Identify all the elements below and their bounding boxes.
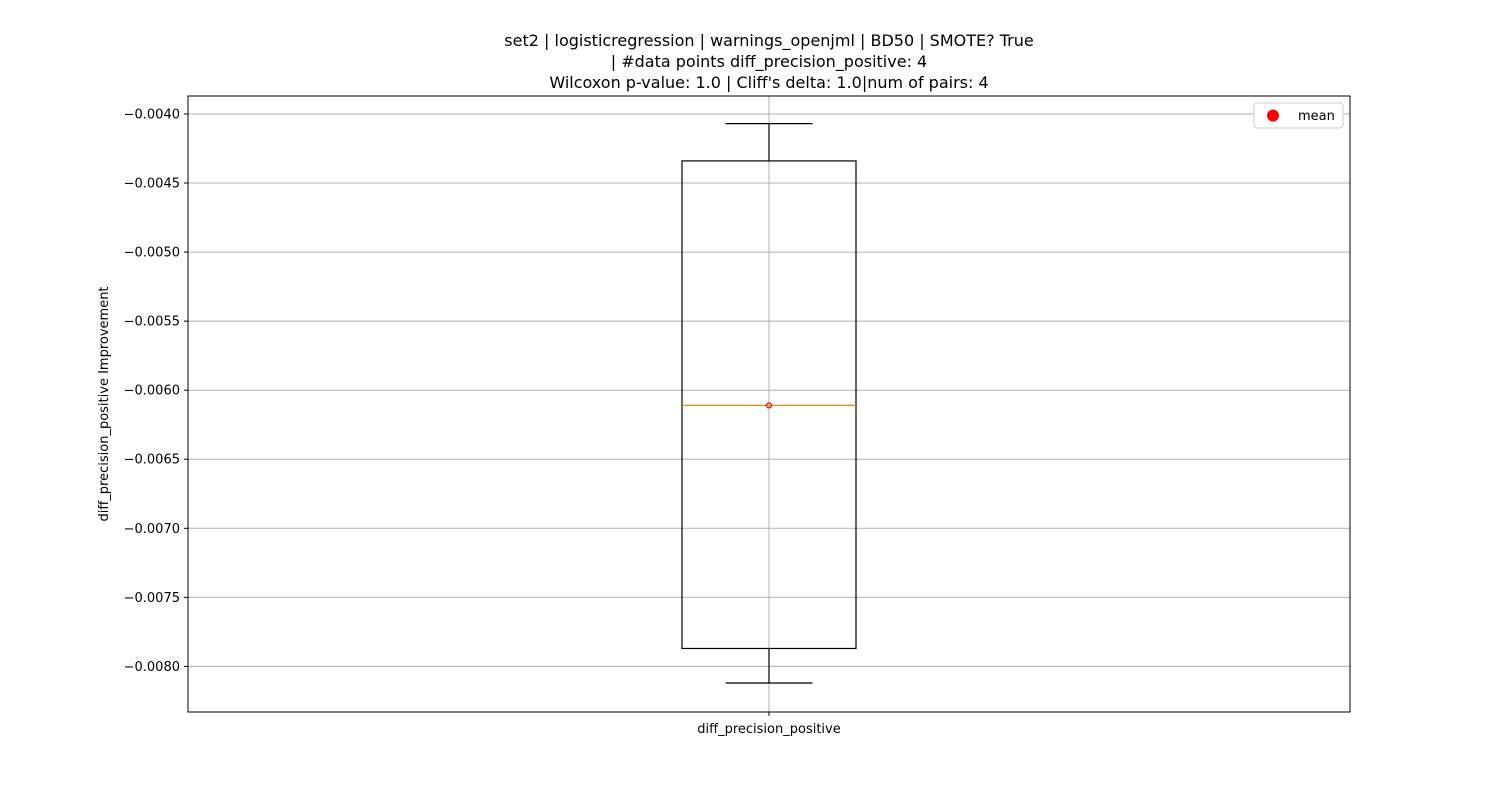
legend-mean-marker (1267, 109, 1279, 122)
box-element (681, 123, 857, 684)
y-tick-label: −0.0045 (124, 177, 180, 192)
x-axis-ticks: diff_precision_positive (697, 712, 841, 737)
y-tick-label: −0.0055 (124, 315, 180, 330)
y-tick-label: −0.0050 (124, 246, 180, 261)
interquartile-box (681, 160, 857, 650)
x-tick-label: diff_precision_positive (697, 722, 840, 737)
title-line-2: | #data points diff_precision_positive: … (611, 52, 927, 72)
chart-title: set2 | logisticregression | warnings_ope… (504, 31, 1033, 92)
y-tick-label: −0.0075 (124, 591, 180, 606)
y-axis-ticks: −0.0040 −0.0045 −0.0050 −0.0055 −0.0060 −0.00… (124, 107, 188, 675)
y-tick-label: −0.0040 (124, 107, 180, 122)
legend-frame (1253, 102, 1344, 129)
y-tick-label: −0.0060 (124, 384, 180, 399)
grid-lines (188, 96, 1350, 712)
y-tick-label: −0.0070 (124, 522, 180, 537)
title-line-3: Wilcoxon p-value: 1.0 | Cliff's delta: 1… (549, 73, 988, 92)
y-axis-label: diff_precision_positive Improvement (97, 286, 112, 521)
legend-mean-label: mean (1298, 109, 1335, 124)
title-line-1: set2 | logisticregression | warnings_ope… (504, 31, 1033, 51)
legend: mean (1253, 102, 1344, 129)
mean-point (765, 402, 773, 409)
y-tick-label: −0.0080 (124, 660, 180, 675)
y-tick-label: −0.0065 (124, 453, 180, 468)
